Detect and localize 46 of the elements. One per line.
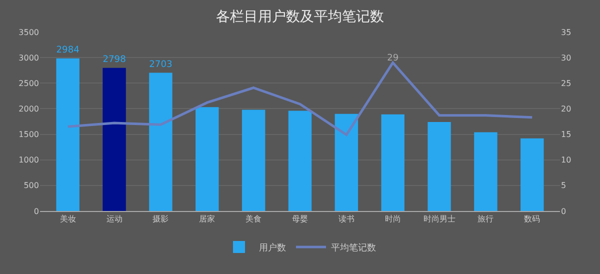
y-tick-label: 2500 xyxy=(18,78,39,88)
bar xyxy=(56,58,80,211)
y2-tick-label: 20 xyxy=(561,104,572,114)
y2-tick-label: 25 xyxy=(561,78,572,88)
y-tick-label: 1500 xyxy=(18,130,39,140)
y-tick-label: 3000 xyxy=(18,53,39,62)
y-tick-label: 1000 xyxy=(18,156,39,165)
x-tick-label: 旅行 xyxy=(478,214,494,224)
y2-tick-label: 0 xyxy=(561,206,566,216)
x-tick-label: 母婴 xyxy=(292,214,308,224)
y-tick-label: 2000 xyxy=(18,104,39,114)
line-series xyxy=(66,61,534,136)
y2-tick-label: 30 xyxy=(561,53,572,62)
x-tick-label: 时尚 xyxy=(384,214,401,224)
x-tick-label: 美食 xyxy=(246,214,262,224)
y2-tick-label: 5 xyxy=(561,181,566,190)
bar xyxy=(149,72,172,211)
bar xyxy=(474,132,498,211)
bar xyxy=(381,114,404,211)
x-tick-label: 运动 xyxy=(106,214,122,224)
data-label: 2798 xyxy=(102,55,126,66)
data-label: 2984 xyxy=(56,46,80,56)
y2-tick-label: 10 xyxy=(561,156,572,165)
legend-label: 平均笔记数 xyxy=(331,242,376,254)
x-tick-label: 美妆 xyxy=(60,214,76,224)
bar xyxy=(196,107,219,211)
y-tick-label: 3500 xyxy=(18,28,39,37)
x-tick-label: 数码 xyxy=(524,214,540,224)
bar xyxy=(334,114,358,211)
chart-title: 各栏目用户数及平均笔记数 xyxy=(216,8,384,25)
bar xyxy=(520,138,544,211)
y-tick-label: 500 xyxy=(24,181,39,190)
y-tick-label: 0 xyxy=(34,206,39,216)
x-tick-label: 摄影 xyxy=(152,214,169,224)
legend-label: 用户数 xyxy=(259,242,286,254)
bar xyxy=(102,68,126,211)
data-label: 2703 xyxy=(149,60,173,70)
bar xyxy=(242,110,266,211)
y2-tick-label: 15 xyxy=(561,130,572,140)
x-tick-label: 读书 xyxy=(338,214,354,224)
y2-tick-label: 35 xyxy=(561,28,572,37)
bar xyxy=(288,110,312,211)
data-label: 29 xyxy=(387,53,399,64)
x-tick-label: 居家 xyxy=(199,214,216,224)
x-tick-label: 时尚男士 xyxy=(423,214,456,224)
bar xyxy=(428,122,451,211)
